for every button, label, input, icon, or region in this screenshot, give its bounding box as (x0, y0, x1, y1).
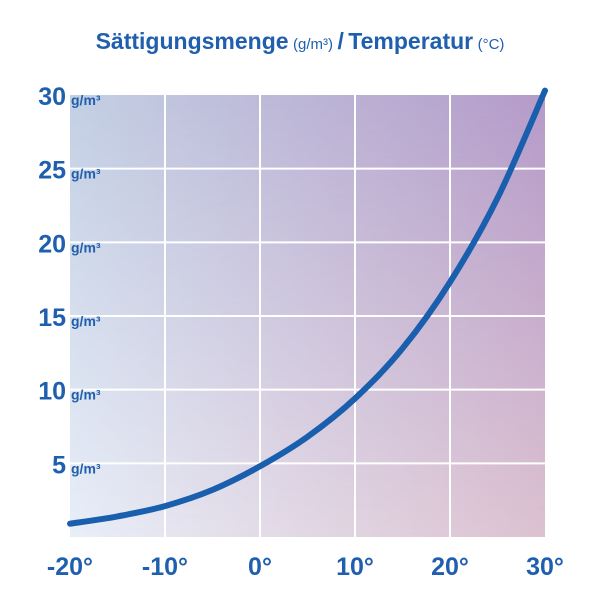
y-tick-label-1: 10 (38, 378, 66, 406)
y-tick-unit-0: g/m³ (71, 460, 101, 476)
y-tick-unit-3: g/m³ (71, 239, 101, 255)
y-tick-unit-1: g/m³ (71, 387, 101, 403)
y-axis-labels: 5 g/m³ 10 g/m³ 15 g/m³ 20 g/m³ 25 g/m³ 30 g/m³ (38, 83, 101, 479)
saturation-curve (67, 87, 548, 527)
y-tick-unit-4: g/m³ (71, 166, 101, 182)
x-tick-label-1: -10° (142, 553, 188, 581)
y-tick-label-2: 15 (38, 304, 66, 332)
title-second-unit: (°C) (477, 36, 505, 53)
x-tick-label-0: -20° (47, 553, 93, 581)
y-tick-label-5: 30 (38, 83, 66, 111)
x-tick-label-4: 20° (431, 553, 469, 581)
y-tick-label-4: 25 (38, 157, 66, 185)
y-tick-label-3: 20 (38, 230, 66, 258)
y-tick-unit-5: g/m³ (71, 92, 101, 108)
y-tick-unit-2: g/m³ (71, 313, 101, 329)
x-tick-label-2: 0° (248, 553, 272, 581)
title-second: Temperatur (348, 28, 474, 54)
y-tick-label-0: 5 (52, 451, 66, 479)
curve-layer (67, 87, 548, 527)
x-axis-labels: -20° -10° 0° 10° 20° 30° (47, 553, 564, 581)
title-unit: (g/m³) (293, 36, 333, 53)
chart-title: Sättigungsmenge (g/m³) / Temperatur (°C) (0, 28, 600, 55)
x-tick-label-5: 30° (526, 553, 564, 581)
x-tick-label-3: 10° (336, 553, 374, 581)
title-main: Sättigungsmenge (95, 28, 289, 54)
title-separator: / (337, 28, 344, 54)
